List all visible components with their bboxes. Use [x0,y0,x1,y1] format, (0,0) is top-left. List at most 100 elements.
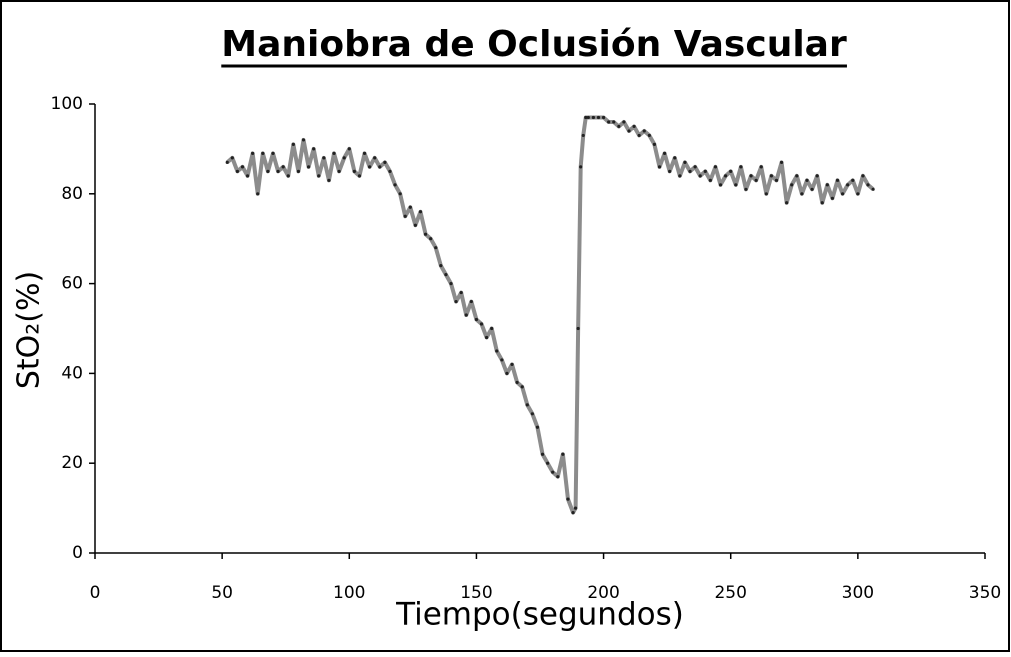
data-point [764,192,768,196]
data-point [805,178,809,182]
data-point [357,174,362,178]
data-point [612,120,616,124]
data-point [668,169,672,173]
data-point [474,317,479,322]
data-point [337,169,341,173]
data-point [266,169,270,173]
data-point [683,160,687,164]
x-tick-label: 150 [460,583,492,603]
data-point [749,174,753,178]
data-point [551,470,555,474]
data-point [347,147,351,151]
data-point [520,385,524,389]
x-axis-label: Tiempo(segundos) [395,597,684,633]
data-point [774,178,779,182]
data-point [647,133,651,138]
data-point [235,169,239,173]
data-point [810,187,814,191]
data-point [505,371,509,375]
data-point [301,138,306,142]
data-point [632,124,636,129]
data-point [769,174,774,178]
data-point [846,183,850,187]
x-tick-label: 300 [842,583,874,603]
data-point [571,510,575,515]
data-point [724,174,728,178]
data-point [485,335,489,340]
data-point [861,174,865,178]
data-point [495,349,499,353]
data-point [454,299,458,304]
data-point [866,183,870,187]
data-point [642,129,646,133]
data-point [373,156,377,160]
data-point [734,183,738,187]
x-tick-label: 100 [333,583,365,603]
data-point [439,264,443,268]
data-point [322,156,326,160]
data-point [856,192,860,196]
data-point [627,129,631,133]
data-point [378,165,382,169]
x-tick-label: 250 [714,583,746,603]
x-tick-label: 200 [587,583,619,603]
data-point [368,165,372,169]
data-point [851,178,855,182]
data-point [790,183,794,187]
data-point [693,165,697,169]
data-point [744,187,748,191]
data-point [795,174,799,178]
data-point [652,142,657,147]
x-tick-label: 0 [90,583,101,603]
x-tick-label: 350 [969,583,1001,603]
data-point [332,151,336,155]
data-point [469,299,473,304]
data-point [800,192,804,196]
data-point [383,160,387,164]
data-point [352,169,356,173]
data-point [591,115,596,120]
data-point [429,237,433,241]
data-point [576,326,580,331]
data-point [276,169,280,173]
data-point [698,174,702,178]
data-point [718,183,723,187]
data-point [403,214,407,218]
data-point [225,160,229,164]
data-point [444,273,448,277]
data-point [825,183,829,187]
data-point [434,246,438,250]
data-point [490,326,494,331]
data-point [871,187,875,191]
data-point [307,165,311,169]
data-point [835,178,840,182]
data-point [754,178,758,182]
data-point [637,133,641,138]
data-point [556,475,560,479]
data-point [510,362,514,367]
data-point [515,380,519,384]
data-point [841,192,845,196]
data-point [459,290,463,295]
data-point [584,115,588,120]
y-tick-label: 100 [51,94,83,114]
data-point [586,115,590,120]
data-point [398,192,402,196]
data-point [678,174,682,178]
data-point [240,165,245,169]
data-point [261,151,265,155]
data-point [418,210,423,214]
data-point [296,169,301,173]
y-tick-label: 60 [61,274,83,294]
data-point [713,165,718,169]
data-point [622,120,626,124]
data-point [729,169,733,173]
data-point [327,178,331,182]
data-point [256,192,260,196]
y-axis-label: StO₂(%) [12,271,47,389]
data-point [388,169,392,173]
data-point [830,196,835,200]
data-point [286,174,290,178]
data-point [703,169,707,173]
data-point [408,205,412,209]
